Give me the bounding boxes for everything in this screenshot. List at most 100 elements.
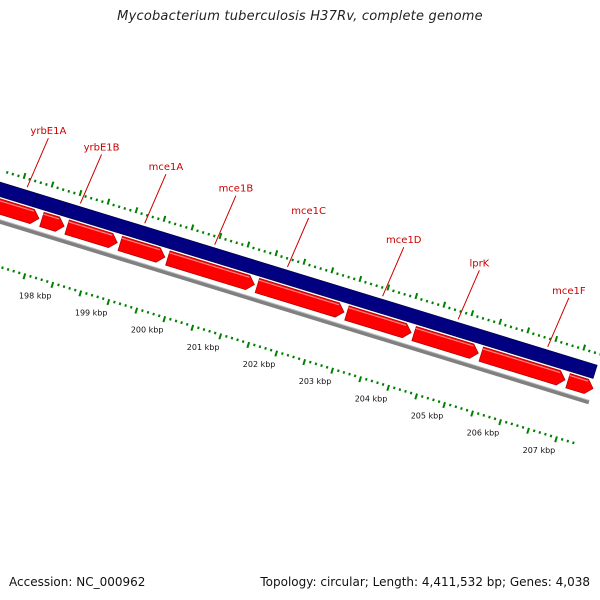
inner-tick [113, 300, 116, 304]
inner-tick [493, 417, 497, 421]
inner-tick [101, 297, 105, 301]
inner-tick [246, 341, 251, 349]
inner-tick [90, 293, 94, 297]
outer-tick [252, 246, 255, 250]
outer-tick [313, 265, 317, 269]
kbp-label: 199 kbp [75, 309, 108, 318]
outer-tick [504, 323, 507, 327]
inner-tick [281, 352, 284, 356]
kbp-label: 201 kbp [187, 343, 220, 352]
outer-tick [543, 335, 546, 339]
inner-tick [414, 393, 418, 400]
cds-arrow-highlight [43, 213, 60, 220]
outer-tick [487, 318, 490, 322]
inner-tick [236, 338, 239, 342]
outer-tick [476, 315, 479, 319]
outer-tick [548, 337, 552, 341]
gene-label-layer: yrbE1A yrbE1B mce1A mce1B mce1C mce1D lprK mce1… [26, 126, 586, 348]
kbp-label: 207 kbp [523, 446, 556, 455]
outer-tick [420, 297, 423, 301]
outer-tick [56, 186, 59, 190]
inner-tick [426, 396, 430, 400]
outer-tick [129, 208, 132, 212]
inner-tick [202, 328, 206, 332]
inner-tick [218, 333, 223, 340]
inner-tick [404, 389, 407, 393]
inner-tick [85, 292, 88, 295]
inner-tick [162, 316, 167, 323]
outer-tick [140, 212, 143, 216]
inner-tick [364, 377, 368, 381]
inner-tick [336, 369, 340, 373]
gene-label: mce1B [219, 184, 254, 195]
outer-tick [375, 284, 378, 288]
outer-tick [145, 213, 149, 217]
outer-tick [319, 267, 322, 271]
gene-leader-line [382, 246, 405, 297]
outer-tick [565, 342, 569, 346]
outer-tick [352, 277, 356, 281]
inner-tick [17, 271, 21, 275]
outer-tick [106, 198, 111, 205]
inner-tick [258, 345, 262, 349]
inner-tick [241, 340, 245, 344]
gene-label: yrbE1B [84, 142, 120, 153]
cds-arrow-highlight [258, 279, 340, 306]
cds-arrow-highlight [68, 221, 113, 236]
inner-tick [118, 302, 122, 306]
genome-summary: Topology: circular; Length: 4,411,532 bp… [260, 575, 590, 589]
outer-tick [386, 284, 391, 291]
inner-tick [510, 422, 514, 426]
inner-tick [470, 410, 474, 417]
inner-tick [476, 412, 480, 416]
feature-boundary [60, 201, 66, 216]
kbp-label-layer: 198 kbp 199 kbp 200 kbp 201 kbp 202 kbp 203 k… [19, 291, 555, 454]
inner-tick [297, 357, 301, 361]
outer-tick [212, 234, 216, 238]
cds-arrow-highlight [169, 252, 250, 278]
inner-tick [96, 295, 99, 299]
outer-tick [453, 308, 457, 312]
inner-tick [392, 386, 396, 390]
outer-tick [302, 258, 307, 265]
inner-tick-track [1, 266, 575, 445]
outer-tick [576, 346, 580, 350]
inner-tick [432, 398, 435, 402]
outer-tick [403, 292, 406, 296]
outer-tick [436, 303, 440, 307]
inner-tick [465, 408, 469, 412]
inner-tick [560, 437, 564, 441]
inner-tick [292, 355, 295, 359]
kbp-label: 205 kbp [411, 412, 444, 421]
inner-tick [6, 267, 10, 271]
inner-tick [1, 266, 4, 270]
cds-arrow [39, 211, 65, 232]
inner-tick [22, 273, 27, 280]
forward-feature-track [0, 181, 598, 379]
cds-arrow [64, 219, 118, 249]
inner-tick [314, 362, 318, 366]
outer-tick [123, 207, 127, 210]
inner-tick [342, 370, 346, 374]
outer-tick [45, 182, 48, 186]
outer-tick [39, 181, 43, 185]
kbp-label: 198 kbp [19, 291, 52, 300]
inner-tick [454, 405, 458, 409]
cds-arrow [254, 277, 345, 318]
gene-label: lprK [469, 258, 489, 269]
outer-tick [431, 301, 434, 305]
outer-tick [22, 172, 27, 180]
inner-tick [521, 425, 525, 429]
inner-tick [34, 276, 38, 280]
inner-tick [286, 353, 290, 357]
cds-arrow-highlight [415, 327, 474, 347]
outer-tick [526, 327, 531, 334]
inner-tick [134, 307, 139, 314]
inner-tick [68, 286, 71, 290]
inner-tick [264, 346, 267, 350]
inner-tick [516, 424, 519, 428]
inner-tick [12, 269, 16, 273]
outer-tick [268, 251, 272, 255]
outer-tick [582, 344, 587, 351]
gene-leader-line [26, 137, 49, 188]
